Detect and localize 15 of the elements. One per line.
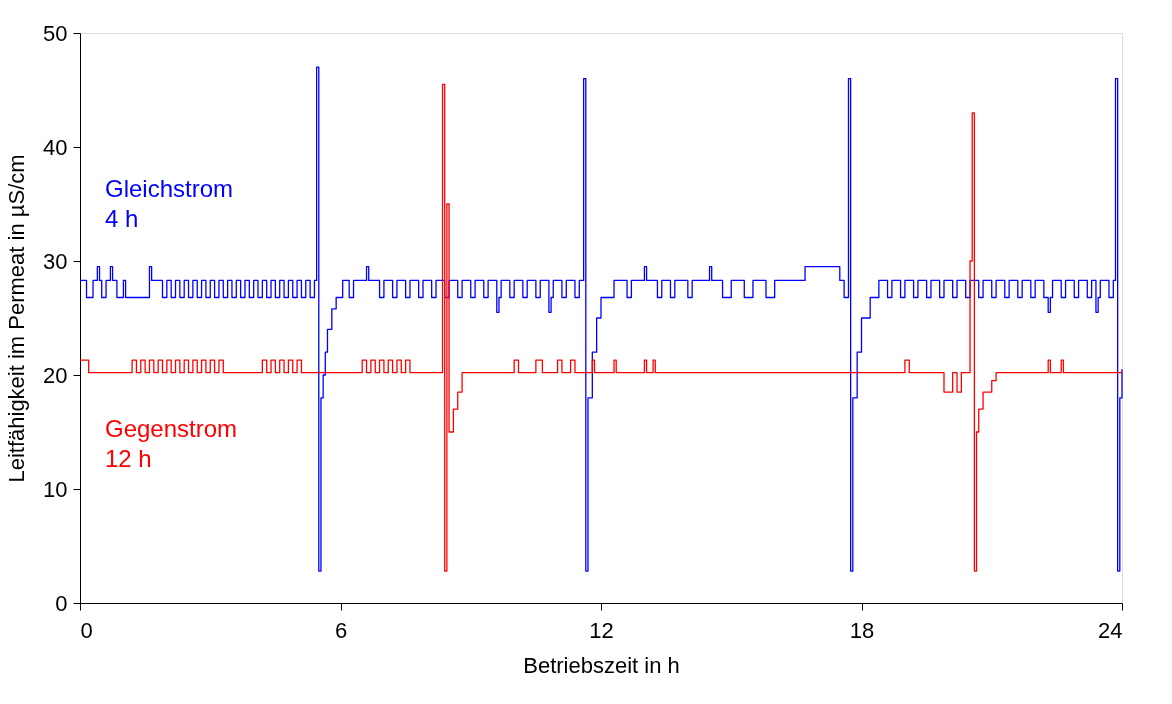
x-tick-label: 6 xyxy=(334,617,348,643)
x-axis-title: Betriebszeit in h xyxy=(523,652,680,678)
series-label: Gegenstrom 12 h xyxy=(105,415,238,472)
y-axis-title: Leitfähigkeit im Permeat in µS/cm xyxy=(4,154,30,483)
x-tick-label: 0 xyxy=(80,617,93,643)
series-label: Gleichstrom 4 h xyxy=(105,175,234,232)
y-tick-label: 30 xyxy=(43,248,68,274)
x-tick-label: 18 xyxy=(849,617,875,643)
y-tick-label: 20 xyxy=(43,362,68,388)
y-tick-label: 50 xyxy=(43,20,68,46)
y-tick-label: 40 xyxy=(43,134,68,160)
y-tick-label: 10 xyxy=(43,476,68,502)
y-tick-label: 0 xyxy=(55,590,68,616)
x-tick-label: 12 xyxy=(589,617,614,643)
x-tick-label: 24 xyxy=(1098,617,1123,643)
